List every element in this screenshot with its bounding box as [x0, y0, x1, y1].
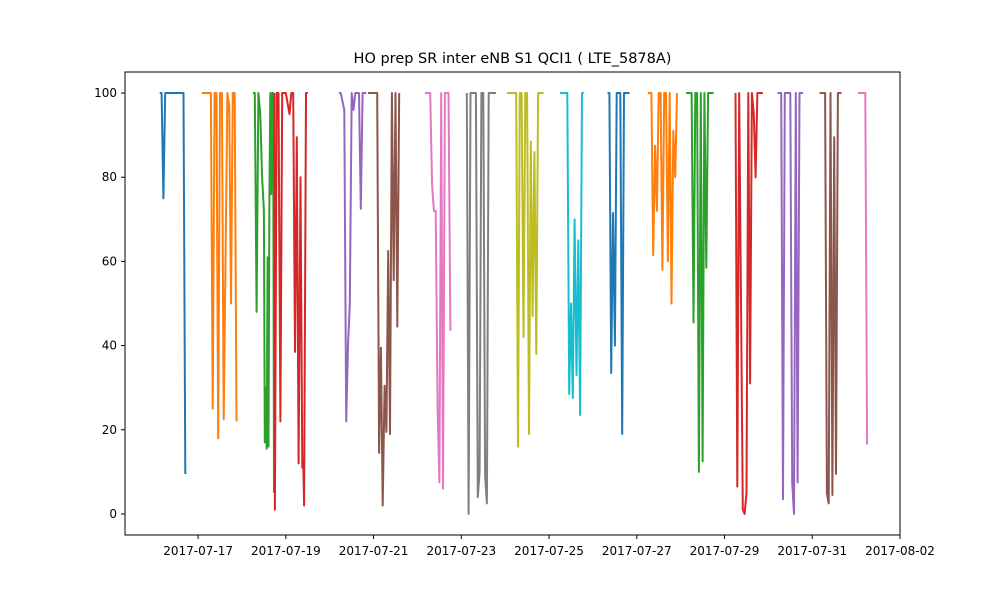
series-line-1 [159, 92, 187, 475]
series-line-4 [273, 92, 308, 511]
y-tick-label: 60 [102, 254, 117, 268]
y-tick-label: 40 [102, 339, 117, 353]
series-line-13 [686, 92, 714, 473]
series-line-14 [734, 92, 763, 515]
y-tick-label: 20 [102, 423, 117, 437]
x-tick-label: 2017-07-27 [602, 544, 672, 558]
series-line-2 [201, 92, 238, 440]
x-tick-label: 2017-07-17 [163, 544, 233, 558]
series-line-8 [465, 92, 496, 515]
y-tick-label: 100 [94, 86, 117, 100]
series-line-11 [607, 92, 630, 435]
series-line-15 [777, 92, 804, 515]
y-axis: 0 20 40 60 80 100 [94, 86, 125, 521]
series-line-9 [507, 92, 544, 448]
series-line-10 [560, 92, 584, 416]
x-tick-label: 2017-07-29 [690, 544, 760, 558]
chart-title: HO prep SR inter eNB S1 QCI1 ( LTE_5878A… [354, 51, 672, 67]
x-tick-label: 2017-07-21 [339, 544, 409, 558]
series-line-17 [858, 92, 869, 445]
x-tick-label: 2017-08-02 [865, 544, 935, 558]
series-line-3 [252, 92, 275, 493]
plot-frame [124, 71, 901, 536]
x-axis: 2017-07-17 2017-07-19 2017-07-21 2017-07-23… [163, 535, 935, 558]
x-tick-label: 2017-07-25 [514, 544, 584, 558]
series-line-12 [647, 92, 678, 305]
x-tick-label: 2017-07-19 [251, 544, 321, 558]
series-line-6 [368, 92, 401, 507]
x-tick-label: 2017-07-23 [426, 544, 496, 558]
x-tick-label: 2017-07-31 [777, 544, 847, 558]
y-tick-label: 80 [102, 170, 117, 184]
series-layer [159, 92, 869, 515]
y-tick-label: 0 [109, 507, 117, 521]
series-line-16 [819, 92, 842, 505]
series-line-7 [424, 92, 452, 490]
series-line-5 [338, 92, 367, 423]
